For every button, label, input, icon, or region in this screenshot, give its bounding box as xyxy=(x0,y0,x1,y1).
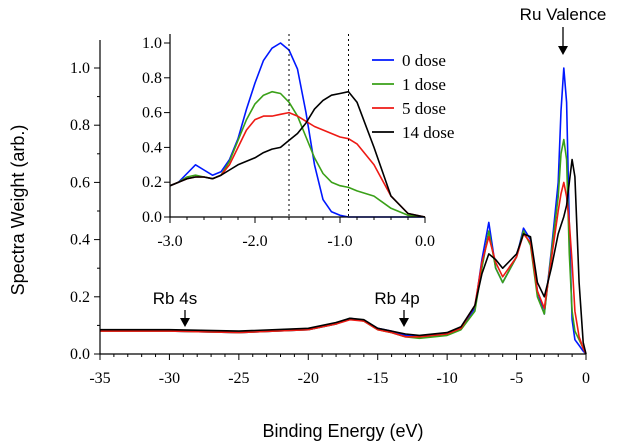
main-series-line-3 xyxy=(100,158,587,355)
main-x-tick-label: -20 xyxy=(298,370,319,387)
inset-y-tick-label: 1.0 xyxy=(142,35,162,52)
inset-x-tick-label: -2.0 xyxy=(242,233,267,250)
main-x-tick-label: -25 xyxy=(228,370,249,387)
inset-series-group xyxy=(169,42,426,218)
annotation-label: Rb 4s xyxy=(153,289,197,308)
annotation-arrow-head xyxy=(180,318,190,327)
main-y-tick-label: 0.0 xyxy=(70,346,90,363)
inset-y-ticks: 0.0 0.2 0.4 0.6 0.8 1.0 xyxy=(142,35,170,226)
main-x-tick-label: -5 xyxy=(510,370,523,387)
inset-marker-lines xyxy=(288,34,349,217)
main-y-tick-label: 1.0 xyxy=(70,60,90,77)
annotation-arrow-head xyxy=(399,318,409,327)
main-series-line-0 xyxy=(100,67,587,355)
main-series-group xyxy=(100,67,587,355)
inset-series-line-0 xyxy=(169,42,425,218)
main-x-tick-label: -30 xyxy=(159,370,180,387)
main-plot: -35 -30 -25 -20 -15 -10 -5 0 0.0 0.2 0.4 0.6 0.8 1.0… xyxy=(8,5,606,441)
inset-x-tick-label: -3.0 xyxy=(157,233,182,250)
legend-entry-label: 1 dose xyxy=(402,75,446,94)
main-x-tick-label: 0 xyxy=(582,370,590,387)
inset-y-tick-label: 0.4 xyxy=(142,139,162,156)
inset-y-tick-label: 0.2 xyxy=(142,174,162,191)
annotation-label: Ru Valence xyxy=(520,5,607,24)
main-x-tick-label: -10 xyxy=(436,370,457,387)
main-y-tick-label: 0.2 xyxy=(70,289,90,306)
inset-series-line-1 xyxy=(169,90,426,218)
inset-legend: 0 dose 1 dose 5 dose 14 dose xyxy=(372,51,454,142)
main-y-tick-label: 0.8 xyxy=(70,117,90,134)
main-x-tick-label: -15 xyxy=(367,370,388,387)
inset-series-line-3 xyxy=(169,90,426,218)
inset-y-tick-label: 0.8 xyxy=(142,70,162,87)
inset-plot: -3.0 -2.0 -1.0 0.0 0.0 0.2 0.4 0.6 0.8 1.0 0 dos… xyxy=(142,34,454,250)
main-y-tick-label: 0.6 xyxy=(70,174,90,191)
legend-entry-label: 0 dose xyxy=(402,51,446,70)
inset-x-tick-label: -1.0 xyxy=(327,233,352,250)
main-x-ticks: -35 -30 -25 -20 -15 -10 -5 0 xyxy=(89,354,590,387)
main-y-ticks: 0.0 0.2 0.4 0.6 0.8 1.0 xyxy=(70,60,100,363)
inset-y-tick-label: 0.0 xyxy=(142,209,162,226)
main-annotations: Rb 4s Rb 4p Ru Valence xyxy=(153,5,607,327)
legend-entry-label: 14 dose xyxy=(402,123,454,142)
inset-x-ticks: -3.0 -2.0 -1.0 0.0 xyxy=(157,217,435,250)
y-axis-title: Spectra Weight (arb.) xyxy=(8,125,28,296)
main-x-tick-label: -35 xyxy=(89,370,110,387)
annotation-arrow-head xyxy=(558,46,568,55)
inset-series-line-2 xyxy=(169,111,426,218)
inset-x-tick-label: 0.0 xyxy=(415,233,435,250)
main-y-tick-label: 0.4 xyxy=(70,232,90,249)
main-series-line-2 xyxy=(100,181,587,355)
x-axis-title: Binding Energy (eV) xyxy=(262,421,423,441)
inset-y-tick-label: 0.6 xyxy=(142,105,162,122)
legend-entry-label: 5 dose xyxy=(402,99,446,118)
annotation-label: Rb 4p xyxy=(374,289,419,308)
